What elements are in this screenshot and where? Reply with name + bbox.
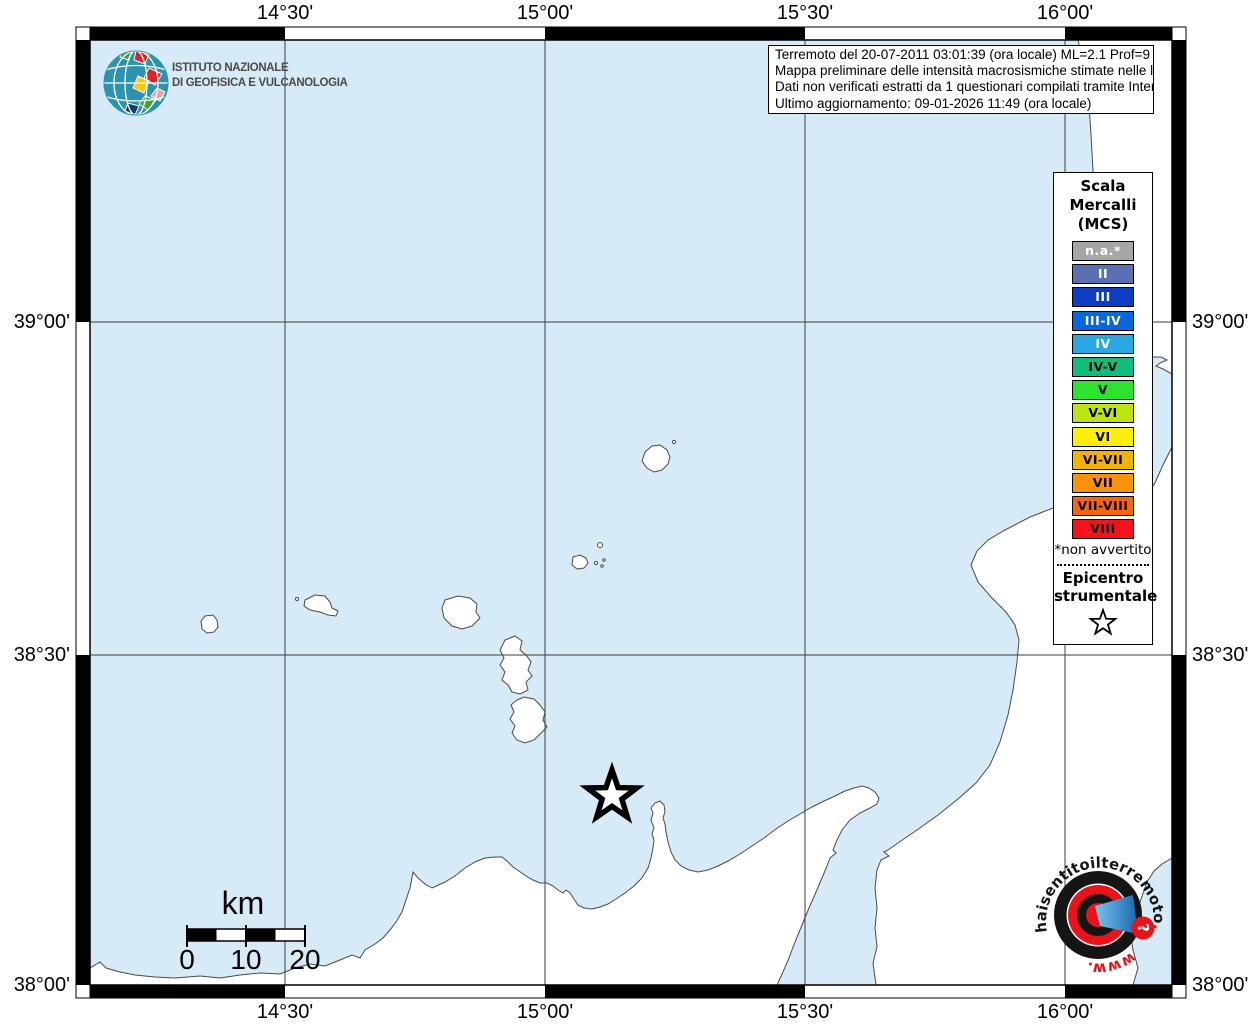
islet xyxy=(600,564,604,568)
scale-bar xyxy=(186,925,306,947)
epicenter-star xyxy=(579,761,645,824)
axis-label-lat: 39°00' xyxy=(1192,311,1249,333)
legend-swatch-v-vi: V-VI xyxy=(1072,403,1134,424)
legend-epicenter-label: strumentale xyxy=(1054,587,1158,606)
graticule xyxy=(90,40,1172,985)
axis-label-lat: 39°00' xyxy=(13,311,70,333)
ingv-line1: ISTITUTO NAZIONALE xyxy=(172,60,289,74)
ingv-wordmark: ISTITUTO NAZIONALE DI GEOFISICA E VULCAN… xyxy=(172,60,348,90)
info-line-map: Mappa preliminare delle intensità macros… xyxy=(775,63,1154,79)
legend-swatch-vi-vii: VI-VII xyxy=(1072,449,1134,470)
island-stromboli xyxy=(641,444,671,473)
legend-swatch-iii-iv: III-IV xyxy=(1072,310,1134,331)
megaphone-icon xyxy=(1095,895,1138,934)
axis-label-lat: 38°00' xyxy=(1192,974,1249,996)
map-frame xyxy=(75,26,1187,999)
islet xyxy=(597,542,603,548)
scale-bar-tick: 10 xyxy=(230,944,262,975)
island-panarea xyxy=(571,554,589,570)
scale-bar-tick: 20 xyxy=(289,944,321,975)
island-lipari xyxy=(499,635,533,695)
axis-label-lon: 15°30' xyxy=(776,1001,834,1023)
legend-swatch-na: n.a.* xyxy=(1072,241,1134,261)
island-salina xyxy=(441,595,481,630)
island-alicudi xyxy=(200,614,219,634)
info-line-data: Dati non verificati estratti da 1 questi… xyxy=(775,79,1154,95)
axis-label-lat: 38°00' xyxy=(13,974,70,996)
axis-label-lon: 16°00' xyxy=(1036,1001,1094,1023)
legend-footnote: *non avvertito xyxy=(1054,542,1152,559)
axis-label-lon: 15°00' xyxy=(516,1001,574,1023)
earthquake-info-box: Terremoto del 20-07-2011 03:01:39 (ora l… xyxy=(768,45,1154,114)
legend: Scala Mercalli (MCS) n.a.* II III III-IV… xyxy=(1053,172,1158,645)
legend-swatch-vii: VII xyxy=(1072,472,1134,493)
islet xyxy=(294,596,300,602)
question-mark: ? xyxy=(1133,922,1152,934)
island-vulcano xyxy=(509,696,548,744)
islet-strombolicchio xyxy=(671,439,677,445)
land-sicily xyxy=(90,785,880,985)
axis-label-lon: 15°00' xyxy=(516,2,574,24)
legend-swatch-iv: IV xyxy=(1072,333,1134,354)
question-badge xyxy=(1131,916,1155,940)
scale-bar-tick: 0 xyxy=(179,944,195,975)
legend-title: Mercalli xyxy=(1069,196,1137,214)
axis-label-lon: 14°30' xyxy=(256,2,314,24)
scale-bar-unit: km xyxy=(221,885,265,921)
legend-swatch-iv-v: IV-V xyxy=(1072,356,1134,377)
islet xyxy=(602,558,606,562)
axis-label-lat: 38°30' xyxy=(13,644,70,666)
legend-epicenter-star-icon xyxy=(1088,607,1118,637)
legend-title: (MCS) xyxy=(1077,215,1129,233)
ingv-line2: DI GEOFISICA E VULCANOLOGIA xyxy=(172,75,348,89)
axis-label-lon: 14°30' xyxy=(256,1001,314,1023)
ingv-logo xyxy=(103,50,169,116)
islet xyxy=(593,560,599,566)
axis-label-lon: 15°30' xyxy=(776,2,834,24)
legend-swatch-iii: III xyxy=(1072,287,1134,308)
info-line-updated: Ultimo aggiornamento: 09-01-2026 11:49 (… xyxy=(775,95,1092,111)
axis-label-lon: 16°00' xyxy=(1036,2,1094,24)
legend-swatch-vii-viii: VII-VIII xyxy=(1072,496,1134,517)
legend-title: Scala xyxy=(1080,177,1126,195)
axis-label-lat: 38°30' xyxy=(1192,644,1249,666)
legend-separator xyxy=(1057,564,1149,567)
island-filicudi xyxy=(303,594,339,617)
haisentitoilterremoto-logo: ? haisentitoilterremoto.it www. xyxy=(1033,848,1167,977)
info-line-event: Terremoto del 20-07-2011 03:01:39 (ora l… xyxy=(775,47,1154,62)
aeolian-islands xyxy=(200,439,677,744)
legend-swatch-ii: II xyxy=(1072,264,1134,285)
legend-epicenter-label: Epicentro xyxy=(1062,569,1144,588)
legend-swatch-viii: VIII xyxy=(1072,519,1134,540)
legend-swatch-v: V xyxy=(1072,380,1134,401)
legend-swatch-vi: VI xyxy=(1072,426,1134,447)
